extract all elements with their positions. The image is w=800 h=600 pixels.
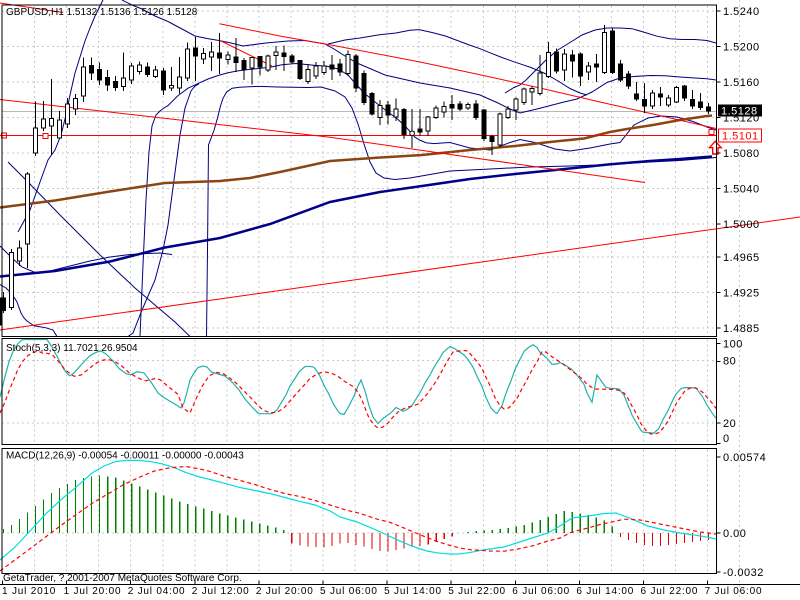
svg-text:20: 20 [723, 418, 736, 430]
svg-text:1.5240: 1.5240 [723, 6, 760, 18]
svg-text:1.5101: 1.5101 [722, 131, 759, 143]
svg-text:1.5040: 1.5040 [723, 184, 760, 196]
svg-text:1.4925: 1.4925 [723, 288, 760, 300]
svg-text:1 Jul 20:00: 1 Jul 20:00 [64, 586, 122, 597]
svg-text:100: 100 [723, 339, 743, 351]
svg-text:GetaTrader, ? 2001-2007 MetaQu: GetaTrader, ? 2001-2007 MetaQuotes Softw… [3, 573, 242, 584]
svg-text:0.00574: 0.00574 [723, 452, 766, 464]
svg-text:1 Jul 2010: 1 Jul 2010 [2, 586, 56, 597]
svg-text:GBPUSD,H1 1.5132 1.5136 1.512: GBPUSD,H1 1.5132 1.5136 1.5126 1.5128 [6, 7, 198, 18]
svg-text:1.5128: 1.5128 [721, 106, 758, 118]
svg-text:1.5160: 1.5160 [723, 77, 760, 89]
svg-text:6 Jul 22:00: 6 Jul 22:00 [641, 586, 699, 597]
svg-text:1.4885: 1.4885 [723, 323, 760, 335]
svg-text:0.00: 0.00 [723, 528, 746, 540]
svg-text:6 Jul 14:00: 6 Jul 14:00 [576, 586, 634, 597]
svg-text:1.5200: 1.5200 [723, 42, 760, 54]
svg-text:6 Jul 06:00: 6 Jul 06:00 [512, 586, 570, 597]
svg-text:MACD(12,26,9) -0.00054 -0.0001: MACD(12,26,9) -0.00054 -0.00011 -0.00000… [6, 451, 244, 462]
svg-text:7 Jul 06:00: 7 Jul 06:00 [705, 586, 763, 597]
svg-text:5 Jul 06:00: 5 Jul 06:00 [320, 586, 378, 597]
svg-text:80: 80 [723, 356, 736, 368]
svg-text:-0.0032: -0.0032 [723, 567, 764, 579]
svg-text:5 Jul 22:00: 5 Jul 22:00 [448, 586, 506, 597]
svg-text:2 Jul 04:00: 2 Jul 04:00 [128, 586, 186, 597]
svg-text:1.5000: 1.5000 [723, 219, 760, 231]
svg-text:Stoch(5,3,3) 11.7021 26.9504: Stoch(5,3,3) 11.7021 26.9504 [6, 343, 138, 354]
svg-text:2 Jul 20:00: 2 Jul 20:00 [256, 586, 314, 597]
svg-text:2 Jul 12:00: 2 Jul 12:00 [192, 586, 250, 597]
svg-text:5 Jul 14:00: 5 Jul 14:00 [384, 586, 442, 597]
svg-text:1.4965: 1.4965 [723, 252, 760, 264]
svg-text:0: 0 [723, 433, 730, 445]
svg-text:1.5080: 1.5080 [723, 148, 760, 160]
